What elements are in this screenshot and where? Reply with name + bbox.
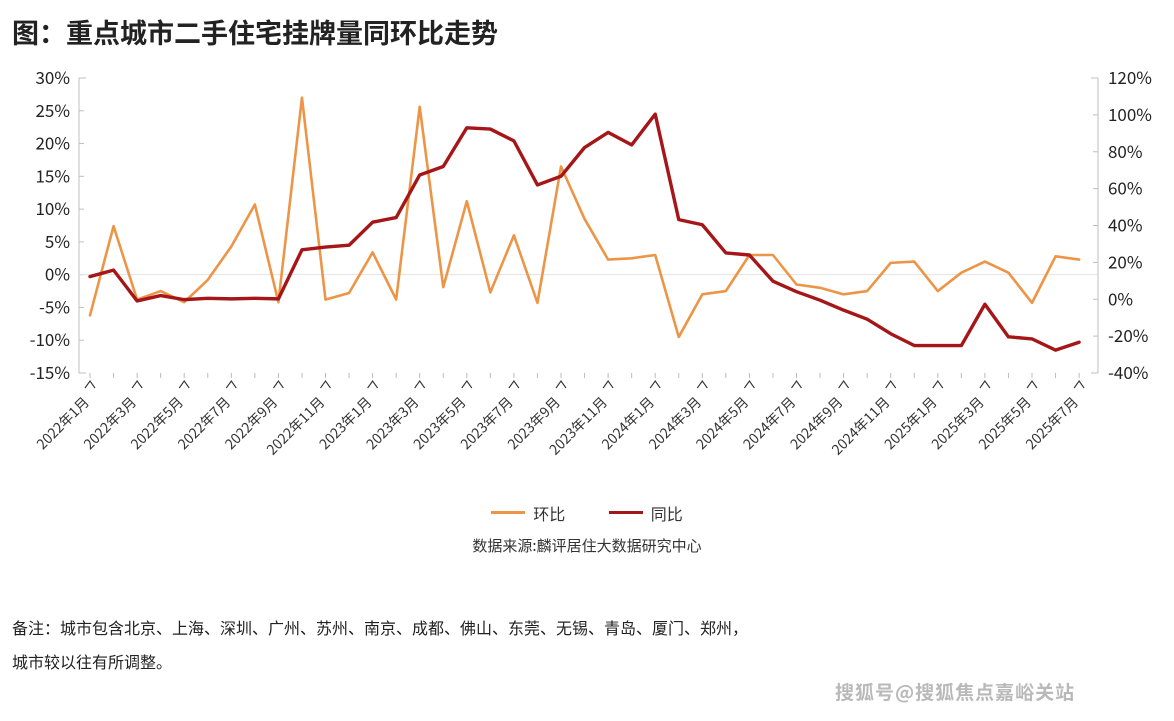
svg-text:120%: 120%	[1108, 64, 1152, 89]
svg-text:-40%: -40%	[1108, 359, 1148, 384]
svg-text:40%: 40%	[1108, 212, 1143, 237]
svg-text:0%: 0%	[45, 261, 70, 286]
svg-text:60%: 60%	[1108, 175, 1143, 200]
svg-text:30%: 30%	[35, 64, 70, 89]
svg-text:-20%: -20%	[1108, 322, 1148, 347]
svg-text:20%: 20%	[1108, 248, 1143, 273]
svg-text:0%: 0%	[1108, 285, 1133, 310]
svg-text:80%: 80%	[1108, 138, 1143, 163]
svg-text:25%: 25%	[35, 97, 70, 122]
svg-text:10%: 10%	[35, 195, 70, 220]
svg-text:15%: 15%	[35, 162, 70, 187]
svg-text:5%: 5%	[45, 228, 70, 253]
svg-text:20%: 20%	[35, 130, 70, 155]
svg-text:100%: 100%	[1108, 101, 1152, 126]
svg-text:-5%: -5%	[39, 293, 70, 318]
svg-text:-15%: -15%	[30, 359, 70, 384]
svg-text:-10%: -10%	[30, 326, 70, 351]
